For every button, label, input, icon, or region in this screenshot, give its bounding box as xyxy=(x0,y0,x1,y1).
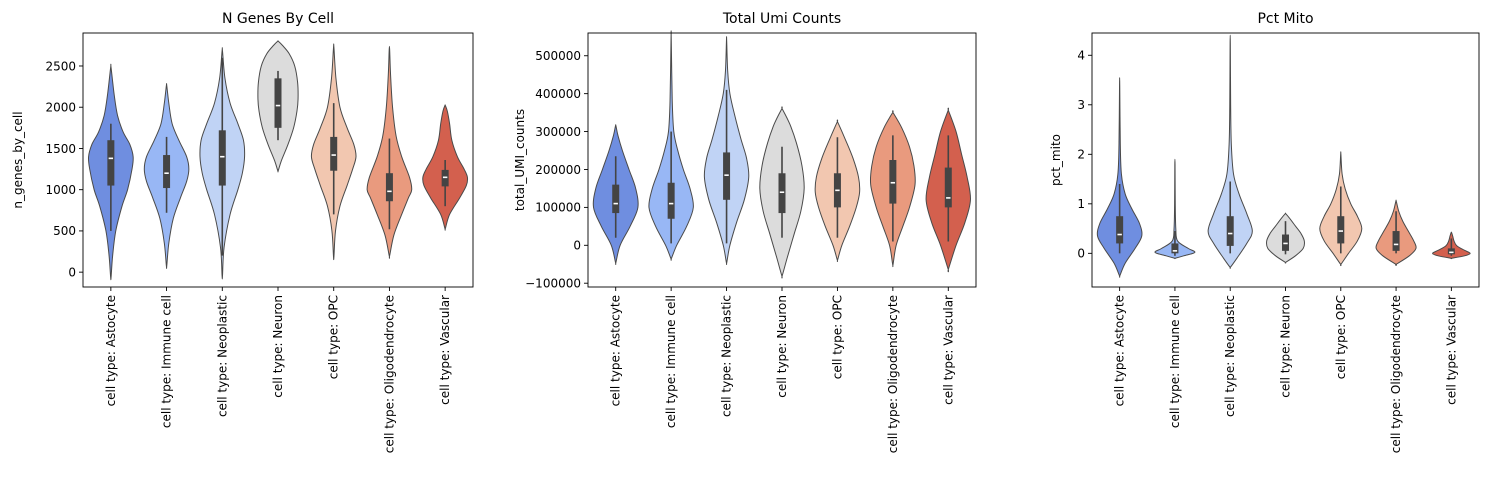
subplot-2: −100000 0 100000 200000 300000 400000 500000 ce… xyxy=(513,11,977,453)
chart-title: Total Umi Counts xyxy=(722,11,841,27)
violin-box-1 xyxy=(612,184,620,214)
violin-box-4 xyxy=(274,78,282,128)
violin-box-4 xyxy=(778,173,786,214)
x-tick-label: cell type: Vascular xyxy=(438,295,452,405)
violin-box-7 xyxy=(1447,248,1455,255)
x-tick-label: cell type: Neuron xyxy=(1279,295,1293,398)
violin-box-1 xyxy=(107,140,115,186)
y-tick-label: 2000 xyxy=(45,101,76,115)
violin-1 xyxy=(1096,77,1143,278)
chart-title: Pct Mito xyxy=(1257,11,1313,27)
x-tick-label: cell type: Oligodendrocyte xyxy=(382,295,396,453)
y-tick-label: 4 xyxy=(1077,49,1085,63)
violin-box-2 xyxy=(667,182,675,219)
x-tick-label: cell type: Immune cell xyxy=(664,295,678,428)
x-tick-label: cell type: Neoplastic xyxy=(720,295,734,417)
y-tick-label: 1500 xyxy=(45,142,76,156)
x-tick-label: cell type: Astocyte xyxy=(609,295,623,406)
x-tick-label: cell type: Immune cell xyxy=(160,295,174,428)
y-tick-label: 400000 xyxy=(535,87,581,101)
y-axis-label: n_genes_by_cell xyxy=(11,111,25,208)
violin-box-5 xyxy=(330,136,338,171)
violin-2 xyxy=(1154,158,1196,260)
violin-box-1 xyxy=(1116,216,1124,244)
x-tick-label: cell type: OPC xyxy=(1334,295,1348,379)
violin-box-6 xyxy=(385,173,393,202)
violin-box-3 xyxy=(723,152,731,200)
x-tick-label: cell type: Neuron xyxy=(775,295,789,398)
y-tick-label: 2500 xyxy=(45,59,76,73)
violin-box-6 xyxy=(889,160,897,204)
violin-box-2 xyxy=(1171,243,1179,254)
y-tick-label: 200000 xyxy=(535,163,581,177)
violin-3 xyxy=(1207,34,1253,269)
violin-box-7 xyxy=(944,167,952,208)
violin-box-2 xyxy=(163,155,171,189)
y-axis-label: total_UMI_counts xyxy=(513,109,527,211)
x-tick-label: cell type: Oligodendrocyte xyxy=(1389,295,1403,453)
violin-box-7 xyxy=(441,169,449,187)
violin-box-3 xyxy=(218,130,226,186)
x-tick-label: cell type: OPC xyxy=(830,295,844,379)
x-tick-label: cell type: Vascular xyxy=(1444,295,1458,405)
x-tick-label: cell type: Neoplastic xyxy=(1223,295,1237,417)
y-tick-label: 500 xyxy=(53,224,76,238)
y-tick-label: 0 xyxy=(573,239,581,253)
x-tick-label: cell type: Vascular xyxy=(941,295,955,405)
x-tick-label: cell type: Oligodendrocyte xyxy=(886,295,900,453)
y-tick-label: 0 xyxy=(1077,247,1085,261)
y-tick-label: 1 xyxy=(1077,197,1085,211)
violin-box-3 xyxy=(1226,216,1234,246)
y-tick-label: 100000 xyxy=(535,201,581,215)
y-tick-label: 1000 xyxy=(45,183,76,197)
y-tick-label: 0 xyxy=(68,265,76,279)
x-tick-label: cell type: Neuron xyxy=(271,295,285,398)
chart-title: N Genes By Cell xyxy=(222,11,334,27)
x-tick-label: cell type: Astocyte xyxy=(1113,295,1127,406)
y-tick-label: 300000 xyxy=(535,125,581,139)
x-tick-label: cell type: Astocyte xyxy=(104,295,118,406)
x-tick-label: cell type: OPC xyxy=(327,295,341,379)
violin-box-5 xyxy=(1337,216,1345,244)
x-tick-label: cell type: Immune cell xyxy=(1168,295,1182,428)
y-tick-label: 3 xyxy=(1077,98,1085,112)
y-tick-label: 500000 xyxy=(535,49,581,63)
subplot-3: 0 1 2 3 4 cell type: Astocyte cell type: Immun… xyxy=(1049,11,1480,453)
y-tick-label: 2 xyxy=(1077,148,1085,162)
violin-box-6 xyxy=(1392,231,1400,251)
y-tick-label: −100000 xyxy=(525,277,581,291)
x-tick-label: cell type: Neoplastic xyxy=(215,295,229,417)
subplot-1: 0 500 1000 1500 2000 2500 cell type: Astocyte c… xyxy=(11,11,474,453)
y-axis-label: pct_mito xyxy=(1049,134,1063,186)
